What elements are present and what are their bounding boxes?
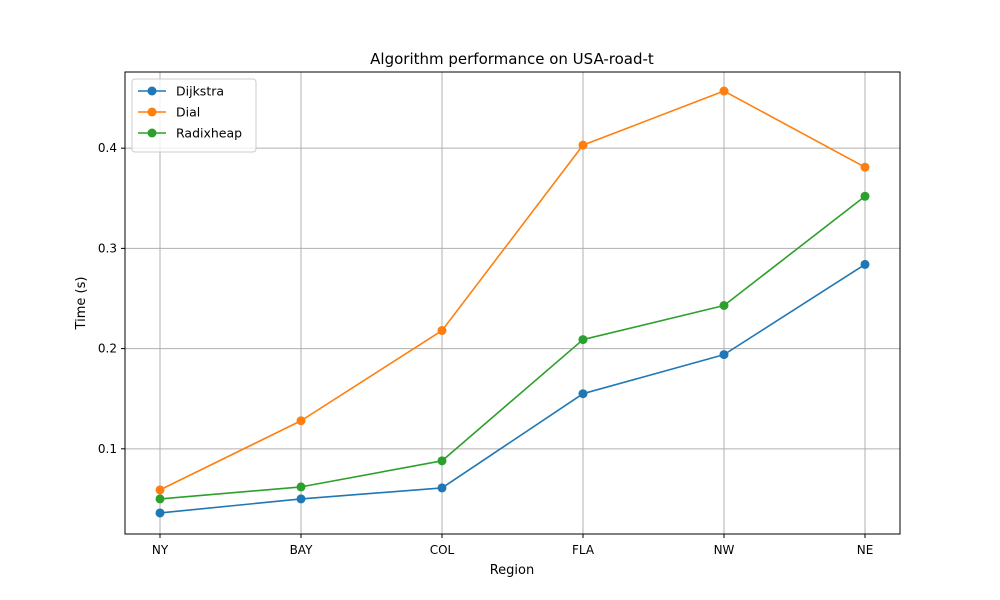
data-point [155,485,165,495]
x-tick-label: FLA [572,543,595,557]
data-point [719,301,729,311]
x-axis-label: Region [490,563,535,578]
x-tick-label: COL [430,543,455,557]
y-axis: 0.1 0.2 0.3 0.4 [98,141,125,456]
legend-label: Dial [176,105,200,120]
data-point [578,335,588,345]
chart-title: Algorithm performance on USA-road-t [370,50,654,68]
data-point [155,508,165,518]
plot-area [124,71,901,535]
series-group [155,86,870,518]
series-line [159,195,866,500]
y-tick-label: 0.4 [98,141,117,155]
legend-marker [147,86,157,96]
data-point [578,140,588,150]
y-tick-label: 0.2 [98,342,117,356]
legend-label: Radixheap [176,126,242,141]
data-point [578,389,588,399]
y-tick-label: 0.3 [98,241,117,255]
data-point [296,482,306,492]
legend-marker [147,128,157,138]
data-point [437,456,447,466]
data-point [860,162,870,172]
data-point [719,86,729,96]
data-point [719,350,729,360]
data-point [860,259,870,269]
y-tick-label: 0.1 [98,442,117,456]
series-radixheap [155,191,870,504]
data-point [296,494,306,504]
data-point [437,326,447,336]
series-line [159,90,866,491]
legend-marker [147,107,157,117]
legend-label: Dijkstra [176,84,224,99]
legend: Dijkstra Dial Radixheap [131,78,257,153]
x-tick-label: BAY [290,543,314,557]
x-tick-label: NE [857,543,874,557]
data-point [296,416,306,426]
y-axis-label: Time (s) [74,277,89,331]
x-axis: NY BAY COL FLA NW NE [152,534,873,557]
series-dial [155,86,870,495]
x-tick-label: NY [152,543,169,557]
data-point [437,483,447,493]
data-point [155,494,165,504]
x-tick-label: NW [714,543,735,557]
series-line [159,263,866,514]
series-dijkstra [155,259,870,518]
data-point [860,191,870,201]
